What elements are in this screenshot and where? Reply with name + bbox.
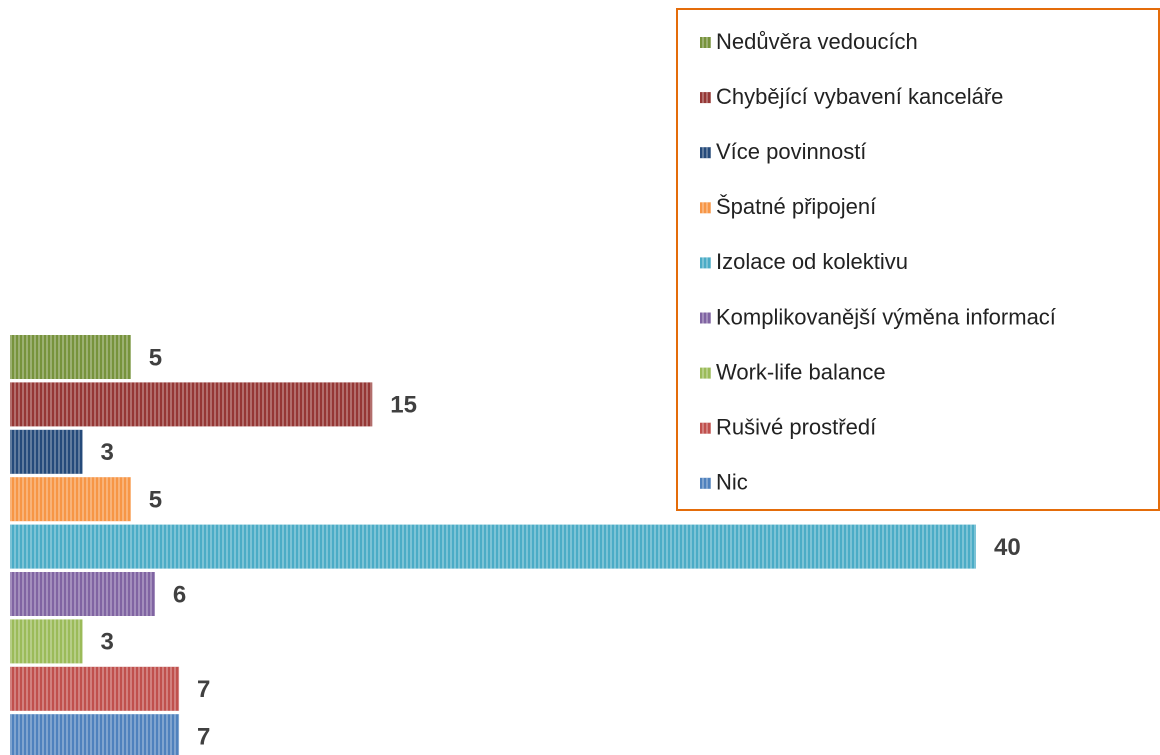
data-label: 3 — [100, 439, 113, 466]
bar-texture — [10, 429, 83, 474]
legend-box — [676, 8, 1160, 511]
bar-texture — [10, 335, 131, 379]
legend-swatch-texture — [700, 367, 711, 379]
bar-texture — [10, 572, 155, 616]
legend-swatch-texture — [700, 312, 711, 324]
legend-label: Více povinností — [716, 139, 866, 164]
legend-swatch-texture — [700, 92, 711, 104]
data-label: 40 — [994, 534, 1021, 561]
legend-label: Chybějící vybavení kanceláře — [716, 84, 1003, 109]
bar-texture — [10, 382, 373, 427]
data-label: 7 — [197, 676, 210, 703]
legend-label: Špatné připojení — [716, 194, 876, 219]
bar-texture — [10, 619, 83, 664]
bar-texture — [10, 714, 180, 755]
legend-label: Nedůvěra vedoucích — [716, 29, 918, 54]
legend-swatch-texture — [700, 257, 711, 269]
bar-texture — [10, 477, 131, 522]
legend-swatch-texture — [700, 477, 711, 489]
data-label: 6 — [173, 581, 186, 608]
legend-label: Nic — [716, 470, 748, 495]
legend-swatch-texture — [700, 147, 711, 159]
data-label: 5 — [149, 487, 162, 514]
legend-label: Komplikovanější výměna informací — [716, 304, 1056, 329]
bar-texture — [10, 524, 976, 569]
bar-texture — [10, 666, 180, 711]
legend-swatch-texture — [700, 422, 711, 434]
legend-label: Izolace od kolektivu — [716, 249, 908, 274]
data-label: 5 — [149, 344, 162, 371]
legend-swatch-texture — [700, 37, 711, 48]
data-label: 7 — [197, 724, 210, 751]
legend-label: Work-life balance — [716, 359, 886, 384]
data-label: 3 — [100, 629, 113, 656]
data-label: 15 — [390, 392, 417, 419]
legend-swatch-texture — [700, 202, 711, 214]
legend-label: Rušivé prostředí — [716, 415, 876, 440]
